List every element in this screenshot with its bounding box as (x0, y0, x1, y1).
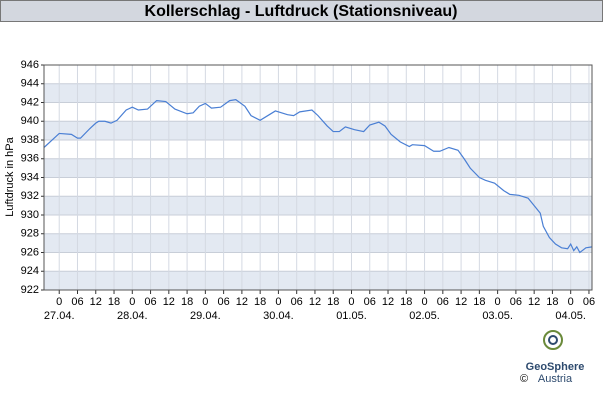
y-tick-label: 932 (21, 190, 39, 202)
logo-icon (548, 335, 558, 345)
x-tick-label: 12 (90, 296, 102, 308)
y-tick-label: 930 (21, 209, 39, 221)
date-label: 30.04. (263, 310, 294, 322)
y-tick-label: 924 (21, 265, 39, 277)
date-label: 02.05. (409, 310, 440, 322)
y-tick-label: 946 (21, 59, 39, 71)
x-tick-label: 18 (181, 296, 193, 308)
data-line (43, 99, 593, 254)
logo-sub: Austria (538, 373, 573, 385)
x-tick-label: 06 (71, 296, 83, 308)
x-tick-label: 06 (364, 296, 376, 308)
date-label: 01.05. (336, 310, 367, 322)
date-label: 29.04. (190, 310, 221, 322)
x-tick-label: 0 (129, 296, 135, 308)
x-tick-label: 0 (348, 296, 354, 308)
y-tick-label: 942 (21, 96, 39, 108)
y-tick-label: 934 (21, 171, 39, 183)
x-tick-label: 0 (202, 296, 208, 308)
date-label: 04.05. (555, 310, 586, 322)
x-tick-label: 12 (528, 296, 540, 308)
x-tick-label: 06 (437, 296, 449, 308)
chart-title: Kollerschlag - Luftdruck (Stationsniveau… (145, 3, 458, 20)
x-tick-label: 18 (400, 296, 412, 308)
x-tick-label: 12 (309, 296, 321, 308)
y-tick-label: 938 (21, 134, 39, 146)
y-tick-label: 928 (21, 228, 39, 240)
x-tick-label: 0 (421, 296, 427, 308)
y-tick-label: 926 (21, 246, 39, 258)
x-tick-label: 06 (217, 296, 229, 308)
grid-band (44, 233, 592, 253)
date-label: 28.04. (117, 310, 148, 322)
x-tick-label: 0 (495, 296, 501, 308)
x-tick-label: 0 (56, 296, 62, 308)
copyright: © (520, 373, 528, 385)
logo-name: GeoSphere (526, 361, 585, 373)
grid-band (44, 271, 592, 290)
x-tick-label: 12 (163, 296, 175, 308)
grid-band (44, 83, 592, 103)
y-tick-label: 936 (21, 153, 39, 165)
y-tick-label: 944 (21, 78, 39, 90)
y-tick-label: 940 (21, 115, 39, 127)
x-tick-label: 06 (583, 296, 595, 308)
x-tick-label: 12 (455, 296, 467, 308)
x-tick-label: 18 (473, 296, 485, 308)
grid-band (44, 121, 592, 140)
y-axis-label: Luftdruck in hPa (4, 136, 16, 216)
x-tick-label: 18 (108, 296, 120, 308)
logo: GeoSphere Austria © (520, 330, 585, 385)
x-tick-label: 0 (275, 296, 281, 308)
y-tick-label: 922 (21, 284, 39, 296)
x-tick-label: 18 (327, 296, 339, 308)
grid-band (44, 196, 592, 215)
x-tick-label: 12 (382, 296, 394, 308)
x-tick-label: 18 (546, 296, 558, 308)
date-label: 27.04. (44, 310, 75, 322)
x-tick-label: 06 (510, 296, 522, 308)
x-tick-label: 06 (144, 296, 156, 308)
plot-border (43, 64, 593, 291)
date-label: 03.05. (482, 310, 513, 322)
logo-icon (543, 330, 563, 350)
x-tick-label: 18 (254, 296, 266, 308)
grid-band (44, 158, 592, 178)
x-tick-label: 06 (291, 296, 303, 308)
x-tick-label: 12 (236, 296, 248, 308)
x-tick-label: 0 (568, 296, 574, 308)
